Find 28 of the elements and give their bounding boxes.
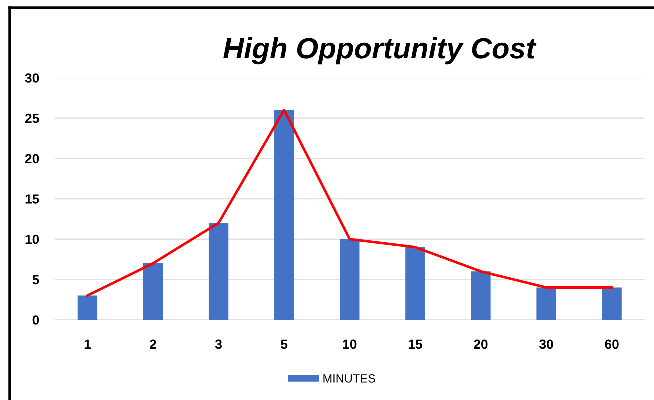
y-tick-label: 5 [32,275,40,285]
x-tick-label: 20 [474,340,488,350]
legend-label: MINUTES [324,374,376,383]
bar [208,223,229,320]
chart-title: High Opportunity Cost [224,37,537,65]
y-tick-label: 0 [32,316,40,325]
x-tick-label: 15 [408,340,422,350]
x-tick-label: 1 [84,340,92,350]
y-tick-label: 25 [25,114,40,124]
line-series [86,109,614,298]
bar [406,247,426,320]
x-tick-label: 10 [343,340,357,350]
x-tick-label: 2 [150,340,156,350]
x-tick-label: 3 [215,340,222,350]
x-tick-label: 5 [281,340,288,350]
y-tick-label: 20 [25,154,40,164]
x-tick-label: 60 [605,340,619,350]
y-tick-label: 30 [25,74,40,83]
y-tick-label: 10 [26,234,40,244]
bar [143,264,164,320]
bar [78,296,98,320]
bar [340,239,360,320]
y-tick-label: 15 [26,194,40,204]
x-tick-label: 30 [539,340,554,350]
bar [602,288,622,320]
bar [471,272,491,320]
bar [536,288,556,320]
bar [274,110,294,320]
